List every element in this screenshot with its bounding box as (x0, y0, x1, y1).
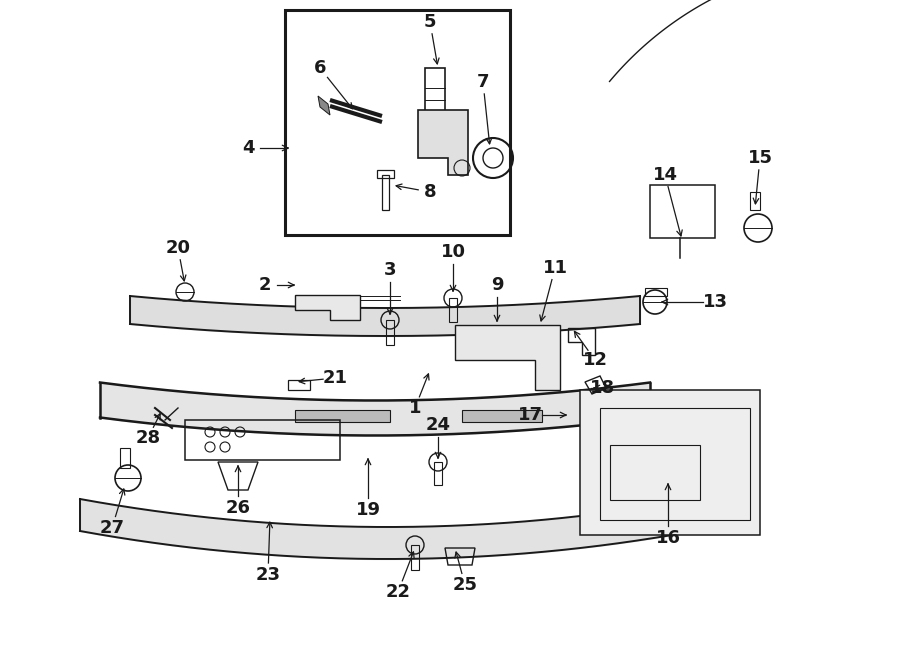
Text: 27: 27 (100, 519, 124, 537)
Text: 3: 3 (383, 261, 396, 279)
Text: 7: 7 (477, 73, 490, 91)
Bar (120, 448, 130, 468)
Text: 20: 20 (166, 239, 191, 257)
Text: 11: 11 (543, 259, 568, 277)
Bar (411, 545, 419, 570)
Text: 17: 17 (518, 406, 543, 424)
Polygon shape (418, 110, 468, 175)
Bar (425, 68, 445, 120)
Text: 23: 23 (256, 566, 281, 584)
Polygon shape (295, 295, 360, 320)
Polygon shape (318, 96, 330, 115)
Bar (449, 298, 457, 322)
Text: 9: 9 (491, 276, 503, 294)
Text: 22: 22 (385, 583, 410, 601)
Bar (434, 462, 442, 485)
Text: 12: 12 (582, 351, 608, 369)
Bar (610, 445, 700, 500)
Text: 16: 16 (655, 529, 680, 547)
Bar (285, 10, 510, 235)
Text: 24: 24 (426, 416, 451, 434)
Bar (295, 410, 390, 422)
Bar (377, 170, 394, 178)
Bar (600, 408, 750, 520)
Text: 10: 10 (440, 243, 465, 261)
Text: 25: 25 (453, 576, 478, 594)
Text: 18: 18 (590, 379, 616, 397)
Text: 13: 13 (703, 293, 727, 311)
Bar (750, 192, 760, 210)
Text: 26: 26 (226, 499, 250, 517)
Bar (185, 420, 340, 460)
Bar (386, 320, 394, 345)
Text: 5: 5 (424, 13, 436, 31)
Text: 8: 8 (424, 183, 436, 201)
Bar (580, 390, 760, 535)
Text: 14: 14 (652, 166, 678, 184)
Text: 19: 19 (356, 501, 381, 519)
Bar (650, 185, 715, 238)
Text: 1: 1 (409, 399, 421, 417)
Bar (382, 175, 389, 210)
Bar (288, 380, 310, 390)
Polygon shape (455, 325, 560, 390)
Bar (462, 410, 542, 422)
Text: 4: 4 (242, 139, 254, 157)
Text: 21: 21 (322, 369, 347, 387)
Text: 15: 15 (748, 149, 772, 167)
Text: 28: 28 (135, 429, 160, 447)
Text: 2: 2 (259, 276, 271, 294)
Text: 6: 6 (314, 59, 326, 77)
Bar (645, 288, 667, 296)
